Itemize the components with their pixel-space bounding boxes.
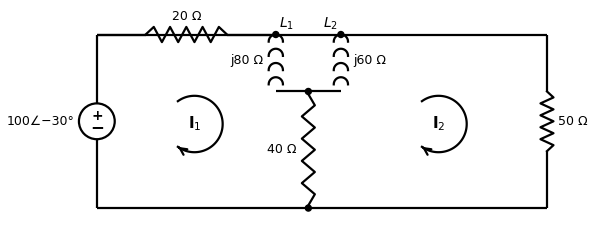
Text: 40 Ω: 40 Ω [267, 143, 296, 156]
Text: 50 Ω: 50 Ω [558, 115, 588, 128]
Text: j60 Ω: j60 Ω [353, 54, 386, 67]
Text: $L_1$: $L_1$ [278, 15, 293, 32]
Text: +: + [91, 109, 103, 123]
Circle shape [273, 32, 279, 38]
Text: 100∠−30°: 100∠−30° [6, 115, 74, 128]
Text: $\mathbf{I}_1$: $\mathbf{I}_1$ [188, 115, 201, 133]
Text: $\mathbf{I}_2$: $\mathbf{I}_2$ [432, 115, 445, 133]
Text: $L_2$: $L_2$ [323, 15, 338, 32]
Text: 20 Ω: 20 Ω [172, 10, 201, 23]
Text: −: − [90, 118, 104, 136]
Circle shape [306, 89, 312, 94]
Circle shape [306, 205, 312, 211]
Text: j80 Ω: j80 Ω [231, 54, 264, 67]
Circle shape [338, 32, 344, 38]
